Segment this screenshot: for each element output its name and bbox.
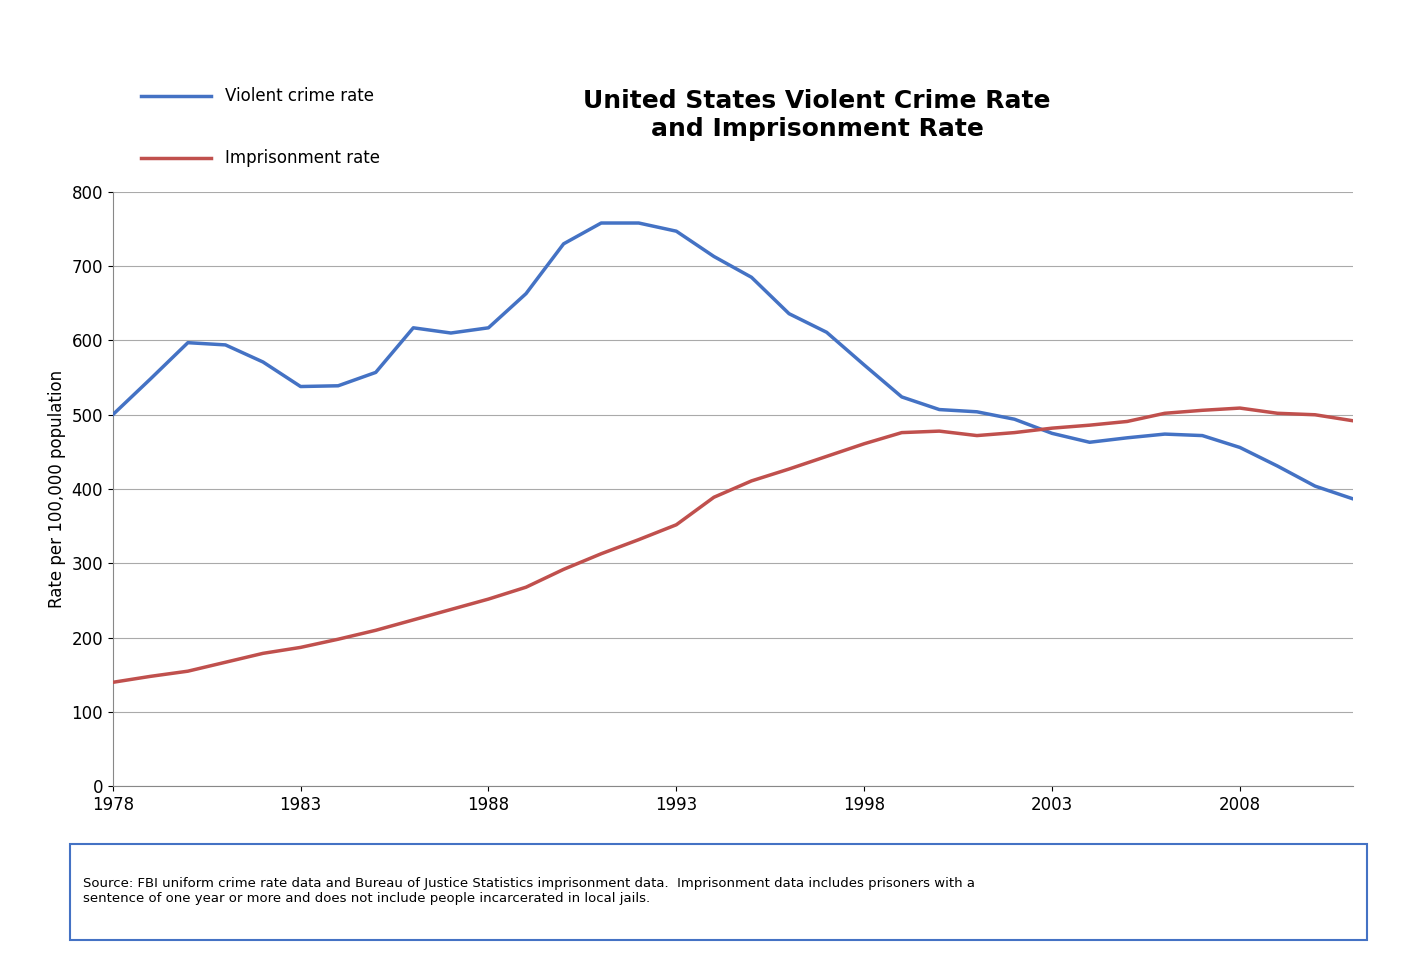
Y-axis label: Rate per 100,000 population: Rate per 100,000 population: [48, 370, 66, 608]
Text: Violent crime rate: Violent crime rate: [225, 87, 375, 105]
Text: Imprisonment rate: Imprisonment rate: [225, 150, 380, 167]
Text: Source: FBI uniform crime rate data and Bureau of Justice Statistics imprisonmen: Source: FBI uniform crime rate data and …: [83, 877, 975, 905]
FancyBboxPatch shape: [70, 844, 1367, 940]
Text: United States Violent Crime Rate
and Imprisonment Rate: United States Violent Crime Rate and Imp…: [583, 89, 1051, 141]
